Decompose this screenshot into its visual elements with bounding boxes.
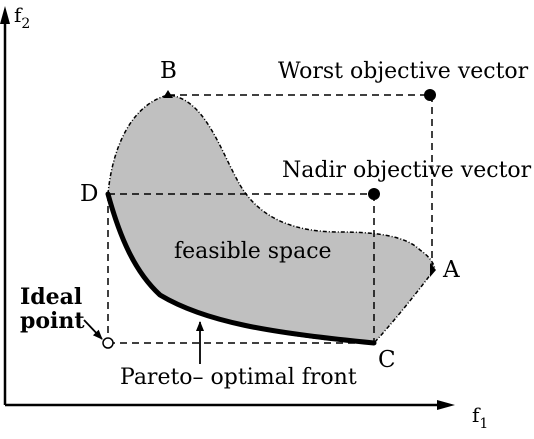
nadir-vector-dot xyxy=(368,188,380,200)
point-c-label: C xyxy=(378,347,396,373)
worst-vector-label: Worst objective vector xyxy=(278,59,529,84)
x-axis-label: f1 xyxy=(472,403,488,432)
pareto-front-curve xyxy=(105,191,377,346)
y-axis-label: f2 xyxy=(14,3,30,32)
point-b-label: B xyxy=(160,58,177,84)
point-d-label: D xyxy=(80,181,98,207)
feasible-space-label: feasible space xyxy=(174,239,332,264)
ideal-point-label-line1: Ideal xyxy=(20,284,82,310)
point-a-marker xyxy=(430,263,436,277)
construction-lines xyxy=(107,94,433,344)
pareto-front-label: Pareto– optimal front xyxy=(120,365,357,390)
point-b-marker xyxy=(163,90,173,98)
ideal-point-marker xyxy=(102,337,114,349)
ideal-point-arrow xyxy=(83,319,103,340)
worst-vector-dot xyxy=(424,89,436,101)
ideal-point-label-line2: point xyxy=(20,308,85,334)
y-axis-arrowhead xyxy=(0,6,10,24)
point-a-label: A xyxy=(442,257,460,283)
feasible-region xyxy=(107,94,436,344)
x-axis-arrowhead xyxy=(437,400,455,410)
nadir-vector-label: Nadir objective vector xyxy=(282,158,532,183)
